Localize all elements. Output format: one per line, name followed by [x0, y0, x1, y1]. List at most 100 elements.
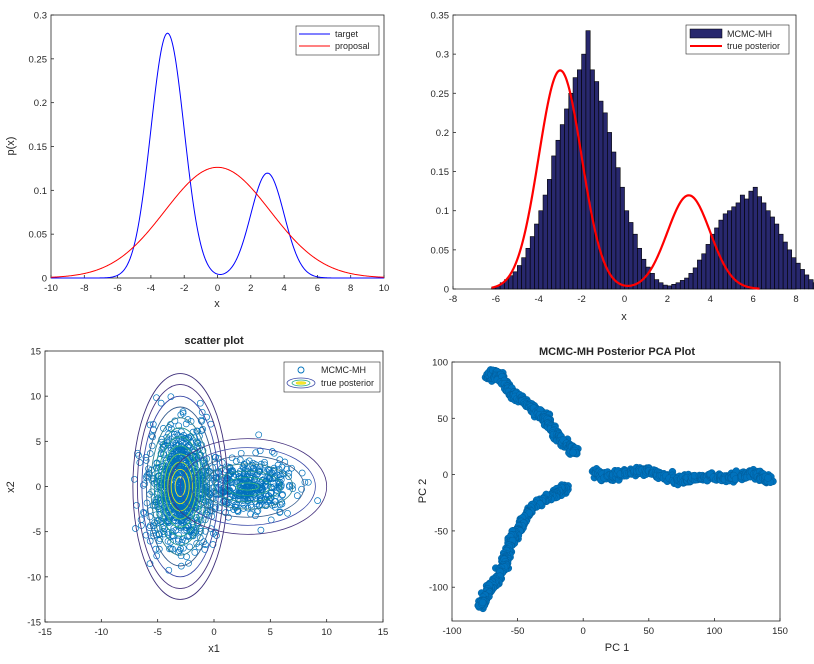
sample-point: [219, 477, 226, 485]
sample-point: [196, 399, 204, 407]
legend-swatch-histogram: [689, 28, 723, 39]
plot-area: [131, 373, 328, 600]
sample-point: [279, 491, 286, 498]
x-tick-label: -10: [44, 283, 58, 294]
contour-level-mode2: [168, 438, 328, 535]
x-tick-label: 15: [378, 627, 389, 638]
histogram-bar: [748, 190, 754, 290]
sample-point: [175, 422, 183, 430]
sample-point: [176, 547, 183, 554]
y-tick-label: 0.1: [34, 186, 47, 197]
x-axis-label: x: [214, 298, 220, 310]
histogram-bar: [517, 265, 522, 290]
sample-point: [142, 531, 150, 539]
sample-point: [161, 442, 169, 449]
sample-point: [285, 469, 293, 477]
histogram-bar: [564, 108, 570, 290]
histogram-bar: [774, 223, 780, 290]
legend-contour-outer: [286, 377, 316, 389]
histogram-bar: [607, 132, 612, 290]
sample-point: [153, 464, 161, 472]
contour-level: [170, 468, 190, 505]
sample-point: [298, 469, 306, 477]
sample-point: [261, 475, 269, 483]
x-tick-label: -2: [577, 294, 585, 305]
y-tick-label: 0.2: [34, 98, 47, 109]
x-axis-label: x1: [208, 643, 220, 655]
sample-point: [159, 443, 167, 451]
contour-level: [163, 453, 197, 520]
sample-point: [160, 515, 168, 523]
sample-point: [165, 424, 173, 431]
x-tick-label: -4: [535, 294, 543, 305]
histogram-bar: [555, 139, 561, 290]
y-tick-label: -10: [27, 572, 41, 583]
sample-point: [198, 408, 206, 416]
x-tick-label: 10: [379, 283, 390, 294]
sample-point: [177, 552, 185, 560]
histogram-bar: [624, 210, 630, 290]
sample-point: [158, 518, 166, 525]
sample-point: [178, 492, 186, 499]
histogram-bar: [615, 167, 621, 290]
x-tick-label: 100: [706, 626, 722, 637]
legend-label-mcmc: MCMC-MH: [321, 365, 366, 375]
y-tick-label: 0.15: [431, 167, 450, 178]
contour-level-mode2: [213, 470, 282, 503]
plot-area: [50, 32, 385, 279]
histogram-bar: [671, 284, 677, 290]
panel-scatter: -15 -10 -5 0 5 10 15 -15 -10 -5 0 5 10 15 scatter plo…: [5, 335, 388, 655]
legend-contour-mid: [291, 379, 311, 387]
sample-point: [233, 507, 241, 514]
x-tick-label: 2: [665, 294, 670, 305]
sample-point: [186, 474, 193, 482]
histogram-bar: [778, 233, 784, 290]
sample-point: [179, 408, 187, 415]
posterior-line: [491, 69, 760, 290]
histogram-bar: [542, 194, 548, 290]
histogram-bar: [525, 247, 531, 290]
y-axis-label: p(x): [5, 137, 17, 156]
sample-point: [166, 469, 174, 477]
histogram-bar: [735, 202, 741, 290]
sample-point: [242, 475, 249, 483]
histogram-bar: [654, 279, 660, 290]
histogram-bar: [658, 282, 664, 290]
sample-point: [161, 525, 168, 533]
sample-point: [284, 509, 291, 517]
sample-point: [190, 479, 198, 486]
y-tick-label: -5: [33, 527, 41, 538]
y-tick-label: 0.15: [29, 142, 48, 153]
sample-point: [169, 532, 177, 540]
sample-point: [293, 492, 301, 499]
sample-point: [156, 477, 164, 485]
sample-point: [174, 501, 182, 509]
sample-point: [232, 457, 240, 465]
axis-ticks: -100 -50 0 50 100 150 -100 -50 0 50 100: [429, 358, 788, 638]
contour-level-mode2: [179, 447, 316, 526]
sample-point: [169, 545, 177, 553]
x-tick-label: -5: [153, 627, 161, 638]
sample-point: [185, 559, 192, 567]
x-tick-label: -6: [492, 294, 500, 305]
sample-point: [179, 536, 186, 544]
contour-level: [132, 373, 228, 600]
sample-point: [236, 478, 244, 486]
sample-point: [157, 399, 165, 407]
histogram-bar: [744, 198, 750, 290]
histogram-bar: [795, 262, 801, 290]
x-axis-label: PC 1: [605, 642, 629, 654]
histogram-bar: [692, 267, 698, 290]
sample-point: [165, 517, 173, 525]
y-axis-label: x2: [5, 481, 17, 493]
histogram-bar: [787, 249, 793, 290]
legend-label-posterior: true posterior: [727, 41, 780, 51]
sample-point: [191, 549, 199, 556]
sample-point: [276, 508, 284, 516]
histogram-bar: [512, 271, 518, 290]
y-tick-label: -50: [434, 526, 448, 537]
sample-point: [186, 543, 194, 551]
legend-marker-mcmc: [297, 366, 305, 374]
y-tick-label: 15: [30, 347, 41, 358]
